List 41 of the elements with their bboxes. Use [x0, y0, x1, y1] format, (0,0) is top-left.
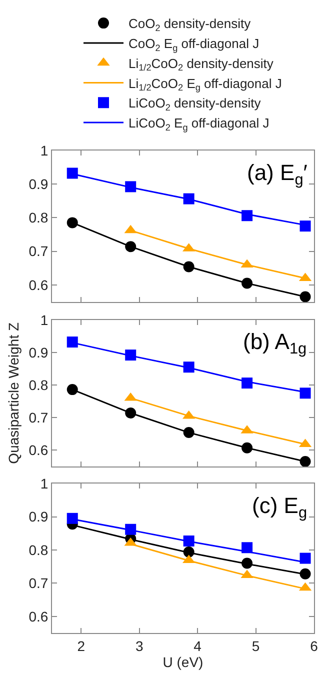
point — [300, 388, 311, 399]
y-tick-label: 0.6 — [28, 608, 48, 624]
x-tick-label: 2 — [77, 638, 86, 654]
y-tick-label: 0.7 — [28, 575, 48, 592]
y-tick-label: 0.8 — [28, 376, 48, 393]
y-tick-label: 0.9 — [28, 344, 48, 360]
point — [66, 384, 78, 396]
legend-label: CoO$_{2}$ density-density — [128, 16, 252, 33]
y-tick-label: 0.6 — [28, 442, 48, 458]
point — [66, 217, 78, 228]
x-tick-label: 4 — [194, 638, 202, 654]
legend-label: LiCoO$_{2}$ E$_{g}$ off-diagonal J — [128, 116, 270, 132]
y-tick-label: 0.8 — [28, 210, 48, 226]
y-tick-label: 0.9 — [28, 508, 48, 525]
point — [300, 220, 311, 232]
legend-label: Li$_{1/2}$CoO$_{2}$ density-density — [128, 56, 274, 73]
x-tick-label: 6 — [310, 638, 318, 654]
y-tick-label: 0.6 — [28, 276, 48, 293]
point — [66, 512, 78, 524]
y-tick-label: 1 — [40, 475, 48, 492]
x-tick-label: 3 — [135, 638, 144, 654]
y-tick-label: 1 — [40, 312, 48, 328]
x-tick-label: 5 — [252, 638, 260, 654]
y-tick-label: 0.9 — [28, 176, 48, 192]
legend-label: LiCoO$_{2}$ density-density — [128, 96, 262, 112]
point — [300, 552, 311, 564]
y-tick-label: 0.8 — [28, 542, 48, 558]
x-axis-title: U (eV) — [162, 654, 204, 670]
point — [300, 291, 311, 302]
legend-label: CoO$_{2}$ E$_{g}$ off-diagonal J — [128, 36, 260, 53]
point — [66, 336, 78, 348]
legend-label: Li$_{1/2}$CoO$_{2}$ E$_{g}$ off-diagonal J — [128, 76, 282, 93]
annotation: (c) E$_{g}$ — [252, 493, 308, 522]
point — [300, 568, 311, 580]
annotation: (a) E$_{g}$′ — [247, 160, 308, 189]
y-tick-label: 0.7 — [28, 243, 48, 260]
y-tick-label: 1 — [40, 142, 48, 158]
point — [66, 168, 78, 179]
y-axis-title: Quasiparticle Weight Z — [5, 322, 22, 464]
y-tick-label: 0.7 — [28, 409, 48, 426]
annotation: (b) A$_{1g}$ — [243, 329, 307, 358]
